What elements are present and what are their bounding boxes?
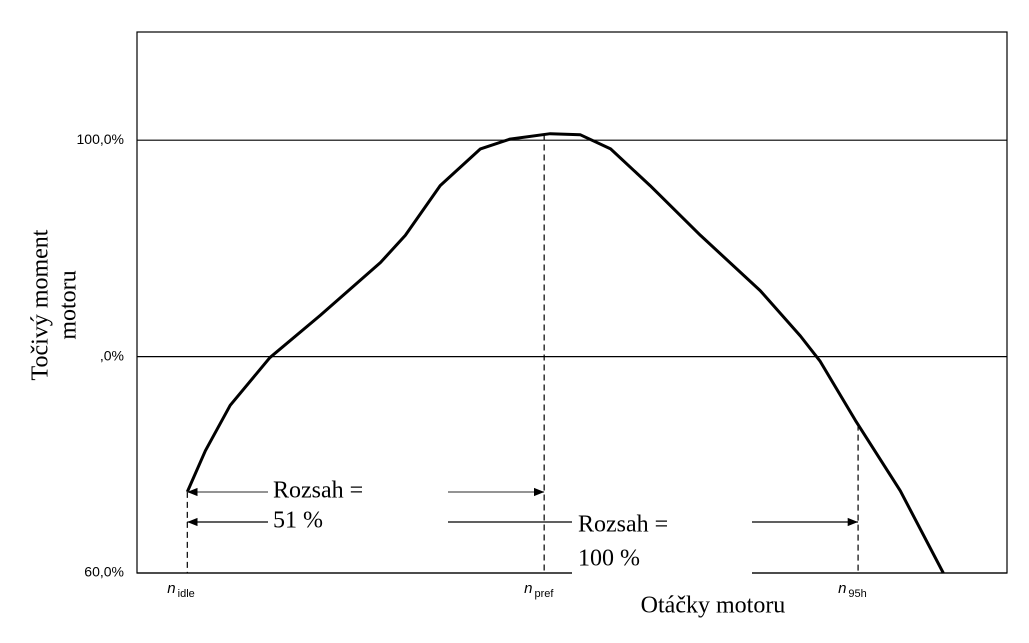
x-tick-label: n pref bbox=[524, 580, 554, 600]
y-tick-label: 60,0% bbox=[84, 564, 124, 580]
annotation-background bbox=[268, 476, 448, 540]
annotation-text: 100 % bbox=[578, 546, 640, 572]
y-axis-label: motoru bbox=[56, 270, 82, 339]
x-tick-label-n: n bbox=[838, 580, 846, 597]
annotation-text: Rozsah = bbox=[273, 478, 363, 504]
y-axis-label: Točivý moment bbox=[28, 229, 54, 380]
x-tick-label: n idle bbox=[167, 580, 194, 600]
y-tick-label: 100,0% bbox=[77, 131, 124, 147]
x-tick-label-sub: 95h bbox=[848, 588, 866, 600]
annotation-text: 51 % bbox=[273, 508, 323, 534]
x-tick-label-n: n bbox=[524, 580, 532, 597]
annotation-text: Rozsah = bbox=[578, 512, 668, 538]
x-axis-label: Otáčky motoru bbox=[641, 593, 786, 619]
x-tick-label: n 95h bbox=[838, 580, 867, 600]
x-tick-label-n: n bbox=[167, 580, 175, 597]
torque-curve bbox=[185, 132, 945, 574]
y-tick-label: ,0% bbox=[100, 347, 124, 363]
x-tick-label-sub: pref bbox=[535, 588, 555, 600]
annotation-background bbox=[572, 508, 752, 580]
x-tick-label-sub: idle bbox=[178, 588, 195, 600]
